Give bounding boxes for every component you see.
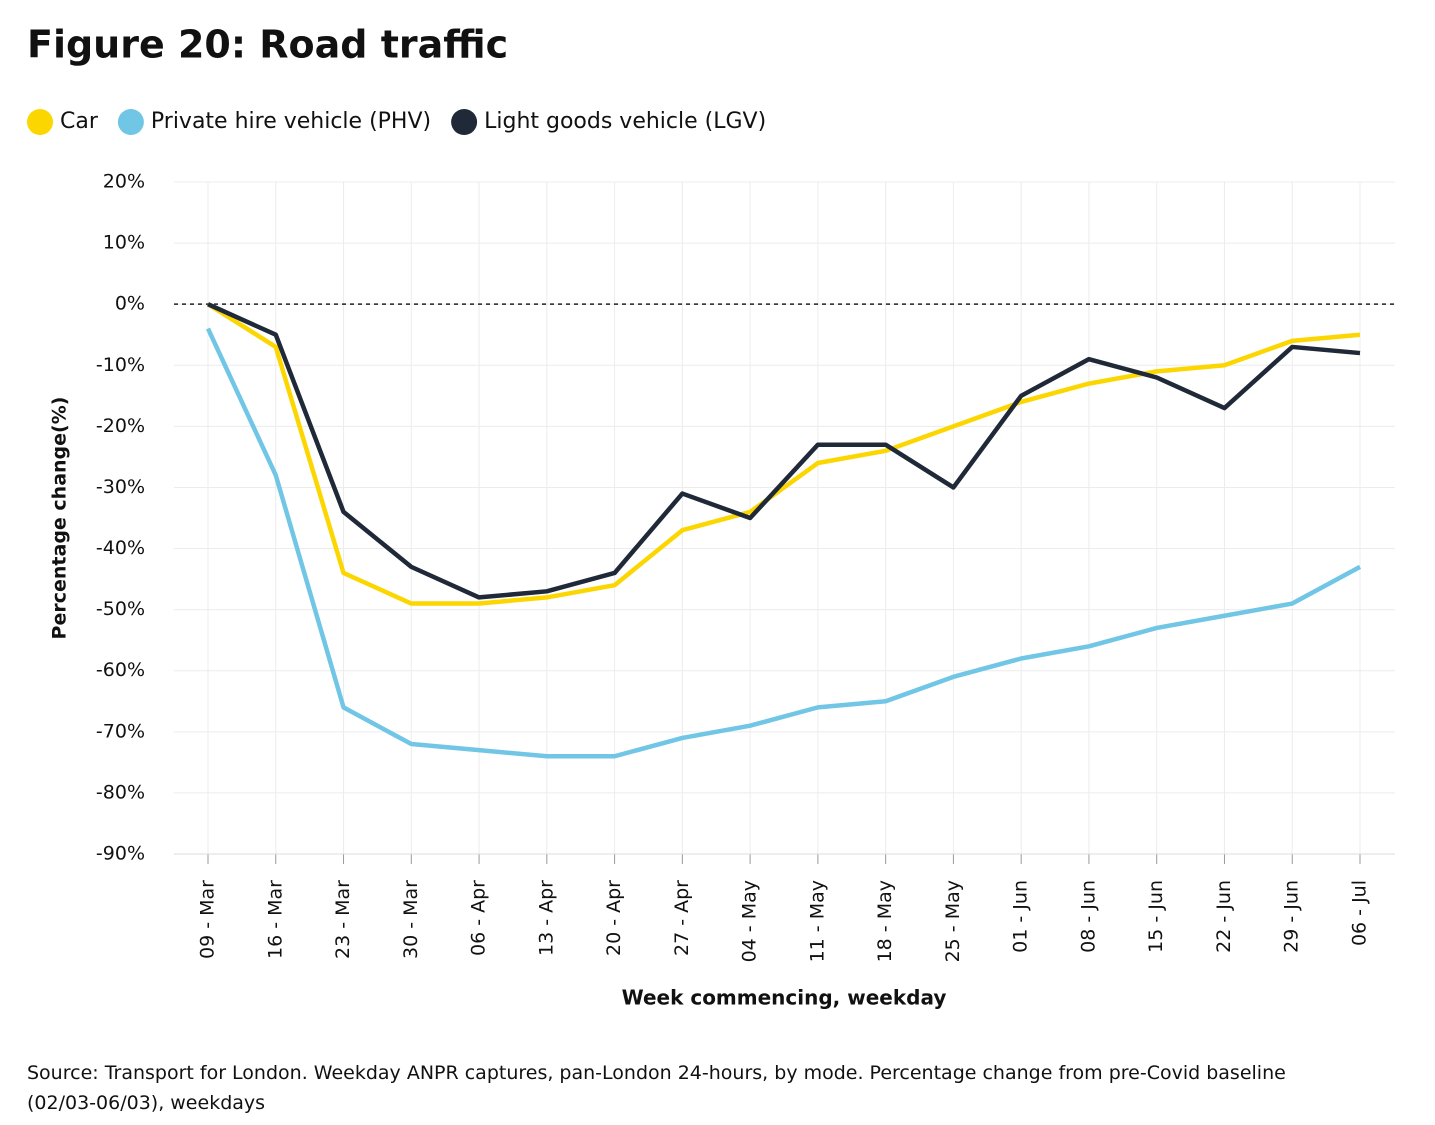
x-tick-label: 06 - Apr [468, 880, 490, 956]
x-tick-label: 01 - Jun [1010, 880, 1032, 953]
y-tick-label: -90% [96, 843, 145, 865]
y-tick-label: -50% [96, 598, 145, 620]
x-tick-label: 30 - Mar [400, 880, 422, 959]
x-tick-label: 18 - May [874, 880, 896, 962]
x-tick-label: 11 - May [806, 880, 828, 962]
y-tick-label: -10% [96, 354, 145, 376]
chart: Figure 20: Road traffic Percentage chang… [27, 23, 1395, 1010]
x-axis-label: Week commencing, weekday [622, 986, 947, 1010]
x-tick-label: 29 - Jun [1281, 880, 1303, 953]
x-tick-label: 04 - May [739, 880, 761, 962]
x-tick-label: 08 - Jun [1077, 880, 1099, 953]
legend-marker [117, 109, 144, 135]
y-tick-label: -40% [96, 537, 145, 559]
y-tick-label: 10% [103, 232, 145, 254]
x-tick-label: 13 - Apr [535, 880, 557, 956]
x-tick-label: 27 - Apr [671, 880, 693, 956]
source-note: Source: Transport for London. Weekday AN… [27, 1062, 1286, 1114]
y-tick-label: -80% [96, 781, 145, 803]
x-tick-label: 15 - Jun [1145, 880, 1167, 953]
y-axis-label: Percentage change(%) [49, 397, 71, 640]
legend-label: Light goods vehicle (LGV) [484, 109, 766, 134]
legend-label: Private hire vehicle (PHV) [151, 109, 431, 134]
x-tick-label: 22 - Jun [1213, 880, 1235, 953]
y-tick-label: 0% [115, 293, 145, 315]
x-tick-label: 25 - May [942, 880, 964, 962]
x-tick-label: 23 - Mar [332, 880, 354, 959]
x-tick-label: 09 - Mar [197, 880, 219, 959]
x-tick-label: 06 - Jul [1349, 880, 1371, 946]
legend-marker [451, 109, 478, 135]
series-line [207, 302, 1361, 600]
legend-label: Car [60, 109, 99, 134]
chart-title: Figure 20: Road traffic [27, 23, 508, 67]
x-tick-label: 16 - Mar [264, 880, 286, 959]
y-tick-label: -30% [96, 476, 145, 498]
y-tick-label: -70% [96, 720, 145, 742]
y-tick-label: 20% [103, 171, 145, 193]
series-line [205, 327, 1362, 759]
y-tick-label: -20% [96, 415, 145, 437]
y-tick-label: -60% [96, 659, 145, 681]
series-line [206, 302, 1361, 606]
legend-marker [27, 109, 53, 135]
x-tick-label: 20 - Apr [603, 880, 625, 956]
